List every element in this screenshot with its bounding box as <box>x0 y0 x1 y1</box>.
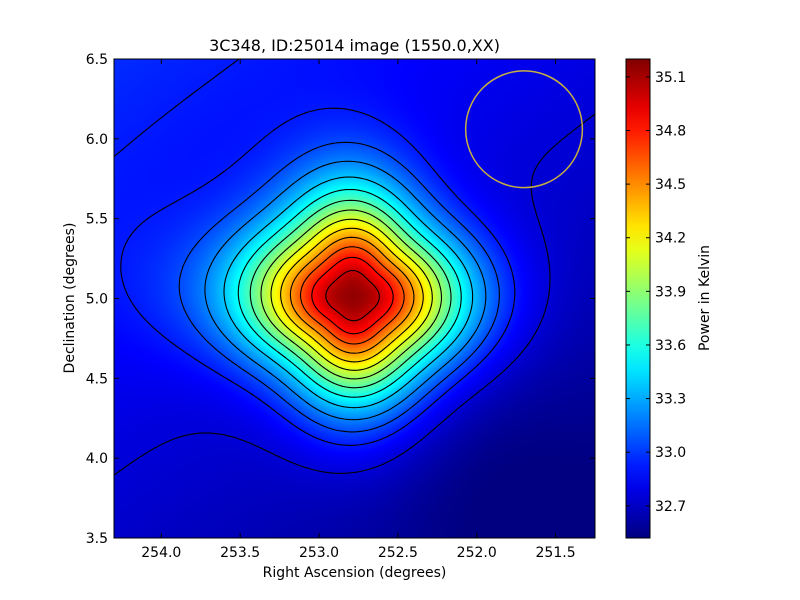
colorbar-tick-label: 33.6 <box>655 338 686 354</box>
contour-level-4 <box>204 160 487 421</box>
x-tick-label: 252.5 <box>378 545 418 561</box>
colorbar-tick-label: 34.2 <box>655 231 686 247</box>
colorbar-fill <box>626 59 650 538</box>
y-tick-label: 6.0 <box>86 132 108 148</box>
x-tick-label: 253.5 <box>220 545 260 561</box>
y-axis-label: Declination (degrees) <box>62 223 78 374</box>
colorbar-frame <box>625 58 651 539</box>
y-tick-label: 5.5 <box>86 212 108 228</box>
y-tick-label: 3.5 <box>86 531 108 547</box>
contour-level-6 <box>237 188 462 398</box>
heatmap-image <box>114 59 595 538</box>
beam-circle <box>464 70 584 189</box>
y-tick-label: 5.0 <box>86 292 108 308</box>
y-tick-label: 6.5 <box>86 52 108 68</box>
y-tick-label: 4.0 <box>86 451 108 467</box>
contour-lines <box>114 59 595 476</box>
colorbar-tick-label: 34.8 <box>655 123 686 139</box>
colorbar-tick-label: 33.0 <box>655 445 686 461</box>
contour-level-13 <box>311 256 394 335</box>
x-tick-label: 251.5 <box>536 545 576 561</box>
colorbar-ticks: 32.7 33.0 33.3 33.6 33.9 34.2 34.5 34.8 35.1 <box>626 70 686 515</box>
colorbar-tick-label: 33.9 <box>655 284 686 300</box>
x-tick-label: 254.0 <box>141 545 181 561</box>
y-axis-ticks: 3.5 4.0 4.5 5.0 5.5 6.0 6.5 <box>86 52 595 547</box>
contour-level-3 <box>178 141 500 433</box>
chart-title: 3C348, ID:25014 image (1550.0,XX) <box>209 36 500 55</box>
y-tick-label: 4.5 <box>86 371 108 387</box>
colorbar: 32.7 33.0 33.3 33.6 33.9 34.2 34.5 34.8 35.1 Pow… <box>625 58 713 539</box>
plot-area <box>113 58 596 539</box>
x-axis-label: Right Ascension (degrees) <box>263 565 447 581</box>
contour-level-11 <box>289 236 415 354</box>
contour-level-14 <box>325 269 380 322</box>
x-tick-label: 253.0 <box>299 545 339 561</box>
contour-level-7 <box>249 199 452 389</box>
colorbar-tick-label: 32.7 <box>655 499 686 515</box>
contour-level-8 <box>260 209 443 380</box>
contour-level-12 <box>299 246 405 345</box>
contour-level-10 <box>280 227 424 363</box>
contour-level-9 <box>270 218 433 371</box>
contour-level-5 <box>223 176 474 409</box>
colorbar-tick-label: 33.3 <box>655 392 686 408</box>
x-axis-ticks: 254.0 253.5 253.0 252.5 252.0 251.5 <box>141 59 576 561</box>
colorbar-label: Power in Kelvin <box>697 245 713 351</box>
contour-level-2 <box>114 59 516 446</box>
x-tick-label: 252.0 <box>457 545 497 561</box>
contour-level-1 <box>114 113 595 476</box>
colorbar-tick-label: 35.1 <box>655 70 686 86</box>
colorbar-tick-label: 34.5 <box>655 177 686 193</box>
